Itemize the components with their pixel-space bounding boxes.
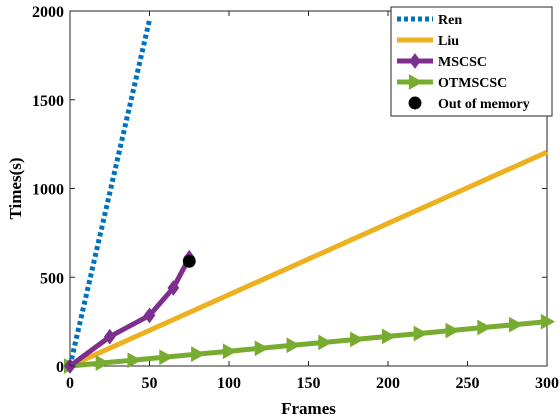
series-point-otmscsc [540, 313, 556, 330]
series-line-liu [68, 149, 549, 369]
series-line-ren [67, 19, 152, 367]
series-point-otmscsc [286, 337, 301, 354]
series-liu [68, 149, 549, 369]
x-tick-label: 250 [456, 375, 480, 392]
series-point-otmscsc [254, 340, 269, 357]
y-axis-title: Times(s) [6, 157, 25, 219]
series-point-otmscsc [350, 331, 365, 348]
legend: Ren Liu MSCSC OTMSCSC Out of memory [390, 6, 553, 117]
y-tick-label: 1000 [32, 182, 64, 199]
series-out-of-memory [182, 254, 196, 268]
legend-label-liu: Liu [438, 34, 459, 49]
x-tick-label: 200 [376, 375, 400, 392]
y-tick-label: 2000 [32, 4, 64, 21]
series-point-otmscsc [381, 328, 397, 345]
legend-marker-out-of-memory [408, 96, 422, 110]
series-point-out-of-memory [182, 254, 196, 268]
series-point-otmscsc [477, 319, 492, 336]
x-tick-label: 300 [535, 375, 559, 392]
series-point-otmscsc [191, 346, 206, 362]
y-tick-label: 1500 [32, 93, 64, 110]
legend-label-mscsc: MSCSC [438, 55, 487, 70]
series-otmscsc [63, 313, 556, 374]
series-point-otmscsc [159, 349, 174, 365]
series-point-otmscsc [413, 325, 428, 342]
legend-label-ren: Ren [438, 13, 462, 28]
x-tick-label: 150 [297, 375, 321, 392]
series-point-otmscsc [127, 352, 142, 368]
legend-marker-mscsc [409, 53, 421, 69]
legend-label-out-of-memory: Out of memory [438, 97, 530, 112]
series-point-mscsc [143, 307, 156, 324]
series-ren [67, 19, 152, 367]
legend-marker-otmscsc [408, 74, 424, 90]
series-point-mscsc [167, 280, 180, 296]
series-point-otmscsc [222, 343, 238, 360]
series-point-mscsc [103, 328, 116, 345]
series-point-otmscsc [95, 355, 110, 371]
series-point-otmscsc [318, 334, 333, 351]
series-point-otmscsc [445, 322, 460, 339]
x-tick-label: 0 [66, 375, 74, 392]
series-line-otmscsc [69, 319, 548, 369]
x-tick-label: 100 [217, 375, 241, 392]
series-point-otmscsc [509, 316, 524, 333]
x-axis-title: Frames [281, 399, 336, 418]
series-layer [63, 19, 556, 374]
legend-label-otmscsc: OTMSCSC [438, 76, 507, 91]
series-mscsc [64, 249, 196, 374]
x-tick-label: 50 [142, 375, 158, 392]
y-tick-label: 0 [56, 359, 64, 376]
y-tick-label: 500 [40, 270, 64, 287]
ticks-layer: 0 50 100 150 200 250 300 0 500 1000 1500 2000 [32, 4, 559, 392]
